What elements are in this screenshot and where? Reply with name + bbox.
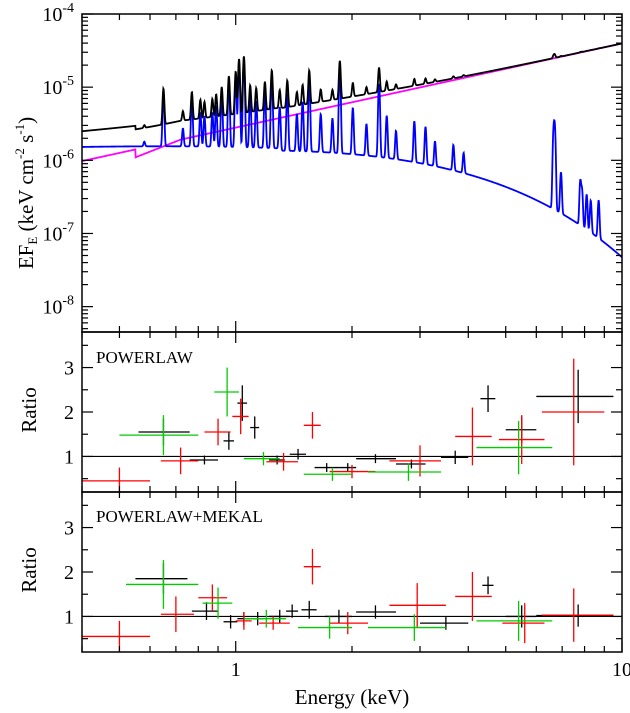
ratio-2-panel-label: POWERLAW+MEKAL (96, 507, 263, 526)
ylabel-part-2: (keV cm (14, 159, 38, 237)
ratio-1-points (82, 358, 622, 495)
ratio-1-panel-label: POWERLAW (96, 348, 194, 367)
y-tick-exponent: -5 (62, 74, 74, 89)
ylabel-part-1-subscript: E (25, 237, 40, 245)
x-tick-label: 1 (231, 659, 241, 681)
x-axis-label: Energy (keV) (295, 685, 410, 709)
ylabel-part-4: s (14, 135, 38, 148)
y-tick-label: 10-7 (42, 220, 74, 245)
spectrum-panel: 10-810-710-610-510-4 (42, 1, 623, 333)
ylabel-part-3-superscript: -2 (12, 148, 27, 159)
spectrum-y-axis-label: EFE (keV cm-2 s-1) (12, 117, 40, 269)
y-tick-base: 10 (42, 4, 62, 26)
y-tick-label: 10-4 (42, 1, 74, 26)
ratio-panel-powerlaw-mekal: 1 10 1 2 3 (64, 491, 630, 681)
ratio-2-y-axis-label: Ratio (17, 547, 41, 593)
spectrum-ticks: 10-810-710-610-510-4 (42, 1, 623, 332)
y-tick-exponent: -8 (62, 294, 74, 309)
ratio-2-points (82, 548, 622, 652)
ylabel-part-0: EF (14, 245, 38, 270)
ratio-1-y-tick-label: 2 (64, 402, 74, 424)
y-tick-label: 10-5 (42, 74, 74, 99)
y-tick-label: 10-8 (42, 294, 74, 319)
y-tick-exponent: -4 (62, 1, 74, 16)
y-tick-base: 10 (42, 223, 62, 245)
ratio-2-y-tick-label: 2 (64, 562, 74, 584)
ylabel-part-6: ) (14, 117, 38, 124)
x-tick-label: 10 (612, 659, 630, 681)
ratio-2-ticks: 1 10 1 2 3 (64, 492, 630, 681)
y-tick-label: 10-6 (42, 147, 74, 172)
y-tick-exponent: -7 (62, 220, 74, 235)
total-model-line (82, 42, 622, 133)
y-tick-exponent: -6 (62, 147, 74, 162)
spectrum-curves (82, 42, 622, 258)
y-tick-base: 10 (42, 77, 62, 99)
ratio-2-frame (81, 491, 623, 653)
ratio-1-y-tick-label: 3 (64, 358, 74, 380)
y-tick-base: 10 (42, 150, 62, 172)
mekal-model-line (82, 60, 622, 258)
ratio-panel-powerlaw: 1 2 3 (64, 331, 623, 495)
ylabel-part-5-superscript: -1 (12, 124, 27, 135)
ratio-1-ticks: 1 2 3 (64, 332, 623, 492)
ratio-2-y-tick-label: 3 (64, 518, 74, 540)
spectrum-curve-group (82, 42, 622, 258)
ratio-1-y-axis-label: Ratio (17, 387, 41, 433)
ratio-1-y-tick-label: 1 (64, 446, 74, 468)
y-tick-base: 10 (42, 297, 62, 319)
ratio-2-y-tick-label: 1 (64, 606, 74, 628)
